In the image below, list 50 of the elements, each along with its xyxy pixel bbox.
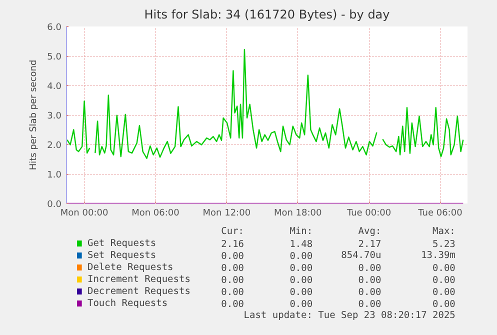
text: 0.00 (221, 287, 244, 298)
y-tick-label: 5.0 (47, 52, 62, 62)
text: 0.00 (221, 251, 244, 262)
text: 0.00 (221, 299, 244, 310)
y-tick-label: 6.0 (47, 23, 62, 33)
text: 854.70u (341, 250, 382, 261)
chart-title: Hits for Slab: 34 (161720 Bytes) - by day (144, 8, 390, 22)
legend-label: Increment Requests (87, 274, 190, 285)
y-tick-label: 2.0 (47, 141, 62, 151)
text: 2.16 (221, 239, 244, 250)
text: 0.00 (290, 299, 313, 310)
text: 0.00 (358, 299, 382, 310)
legend-label: Set Requests (87, 250, 156, 261)
text: 13.39m (421, 250, 456, 261)
x-tick-label: Mon 00:00 (60, 208, 108, 218)
y-tick-label: 1.0 (47, 170, 62, 180)
text: 0.00 (290, 275, 313, 286)
y-tick-label: 3.0 (47, 112, 62, 122)
x-tick-label: Mon 06:00 (132, 208, 180, 218)
x-tick-label: Mon 12:00 (202, 208, 251, 218)
x-tick-label: Mon 18:00 (274, 208, 322, 218)
text: 0.00 (432, 275, 456, 286)
legend-label: Decrement Requests (87, 286, 190, 297)
text: 5.23 (432, 239, 456, 250)
text: 0.00 (358, 263, 382, 274)
text: Last update: Tue Sep 23 08:20:17 2025 (244, 310, 456, 321)
text: 0.00 (290, 263, 313, 274)
legend-label: Get Requests (87, 238, 156, 249)
legend-label: Touch Requests (87, 298, 168, 309)
text: 0.00 (290, 287, 313, 298)
x-tick-label: Tue 00:00 (346, 208, 392, 218)
text: 0.00 (221, 263, 244, 274)
legend-label: Delete Requests (87, 262, 174, 273)
text: 0.00 (290, 251, 313, 262)
y-tick-label: 0.0 (47, 200, 62, 210)
text: 0.00 (432, 299, 456, 310)
text: Avg: (358, 226, 382, 237)
y-axis-title: Hits per Slab per second (29, 60, 40, 170)
text: Max: (432, 226, 456, 237)
text: 0.00 (432, 287, 456, 298)
text: 0.00 (221, 275, 244, 286)
text: Min: (290, 226, 313, 237)
y-tick-label: 4.0 (47, 82, 62, 92)
text: Cur: (221, 226, 244, 237)
text: 0.00 (358, 287, 382, 298)
text: 0.00 (358, 275, 382, 286)
text: 2.17 (358, 239, 382, 250)
text: 1.48 (290, 239, 313, 250)
x-tick-label: Tue 06:00 (417, 208, 463, 218)
text: 0.00 (432, 263, 456, 274)
